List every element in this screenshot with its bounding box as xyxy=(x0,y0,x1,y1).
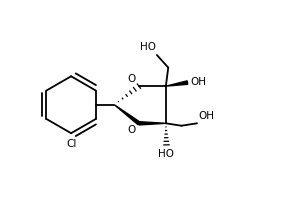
Text: OH: OH xyxy=(199,111,215,121)
Text: HO: HO xyxy=(140,42,156,52)
Text: O: O xyxy=(127,125,135,135)
Text: OH: OH xyxy=(190,77,206,87)
Polygon shape xyxy=(166,81,188,86)
Text: Cl: Cl xyxy=(66,139,76,149)
Text: O: O xyxy=(127,74,135,84)
Polygon shape xyxy=(114,105,140,125)
Text: HO: HO xyxy=(158,149,174,159)
Polygon shape xyxy=(139,122,166,125)
